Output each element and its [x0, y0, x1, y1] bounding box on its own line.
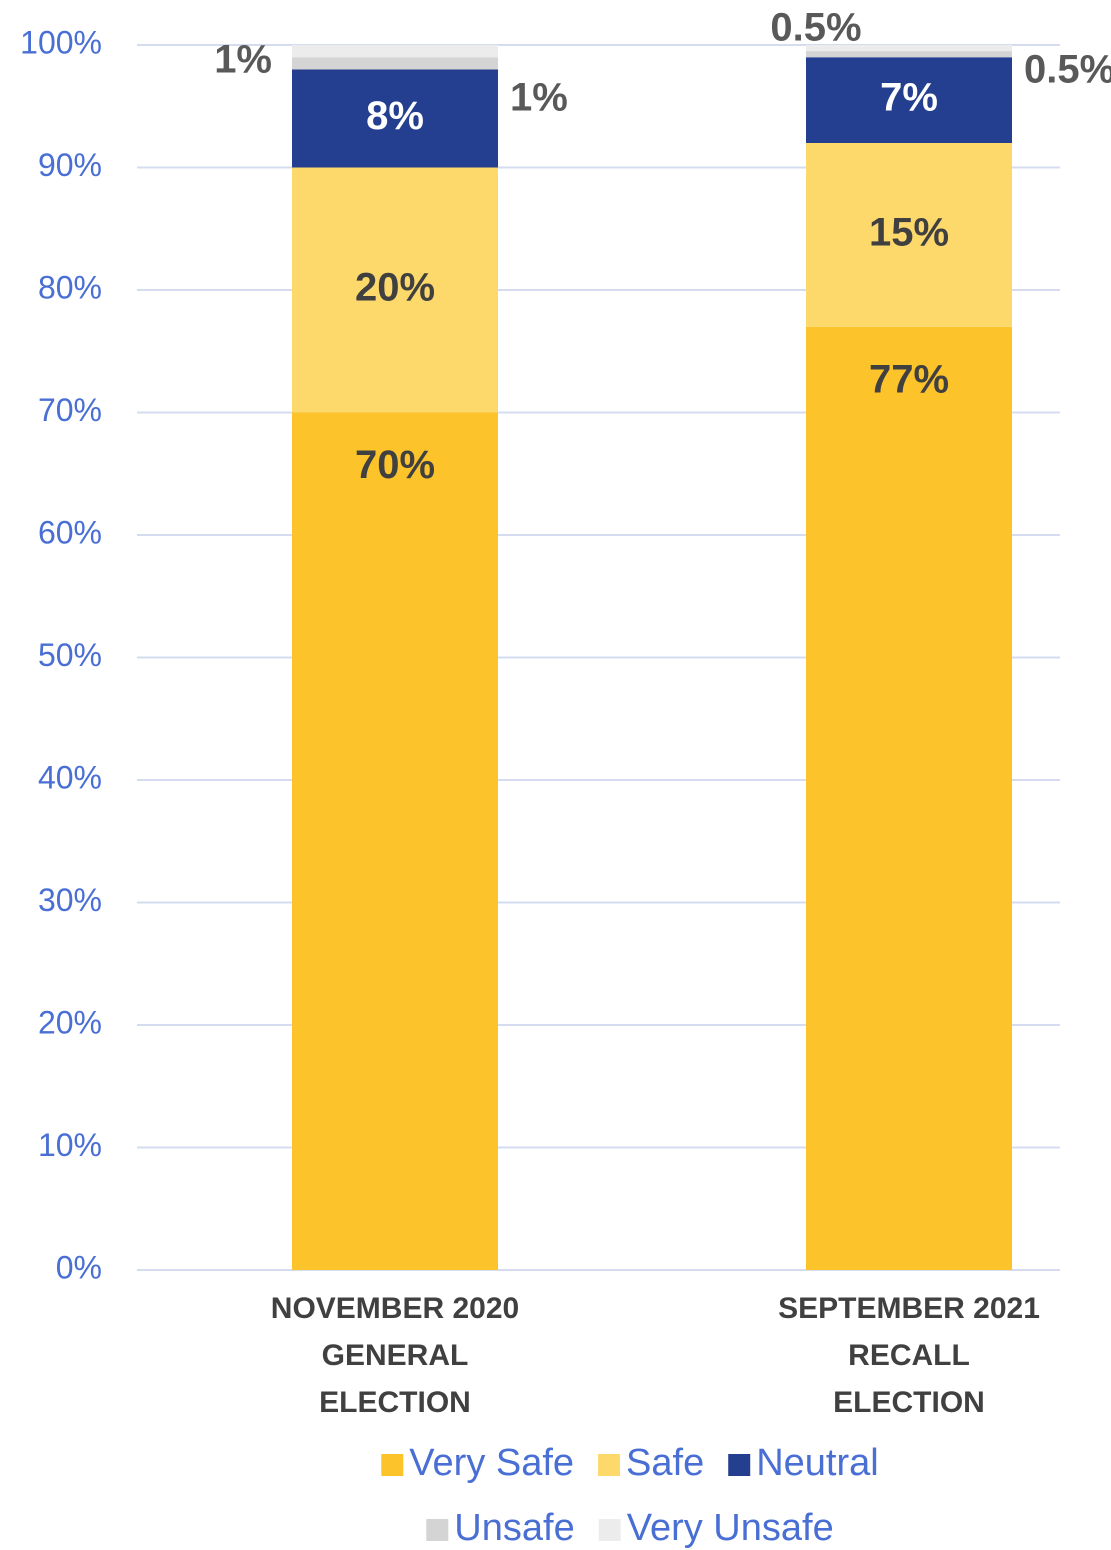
bar-segment [292, 57, 498, 69]
y-tick-label: 10% [38, 1127, 102, 1163]
x-tick-label: ELECTION [319, 1386, 471, 1419]
y-tick-label: 20% [38, 1004, 102, 1040]
y-tick-label: 100% [20, 24, 102, 60]
chart: 0% 10% 20% 30% 40% 50% 60% 70% 80% 90% 100% NOVEMBE… [0, 0, 1111, 1550]
y-tick-label: 0% [56, 1249, 102, 1285]
data-label: 0.5% [770, 6, 861, 50]
legend-swatch [381, 1454, 403, 1476]
y-tick-label: 60% [38, 514, 102, 550]
bar-segment [806, 327, 1012, 1270]
data-label: 77% [869, 357, 949, 401]
data-label: 20% [355, 266, 435, 310]
x-tick-label: ELECTION [833, 1386, 985, 1419]
data-label: 1% [510, 76, 568, 120]
legend-label: Neutral [756, 1442, 879, 1484]
data-label: 1% [214, 38, 272, 82]
x-tick-label: GENERAL [322, 1339, 469, 1372]
bar-segment [292, 413, 498, 1271]
y-tick-label: 30% [38, 882, 102, 918]
y-tick-label: 40% [38, 759, 102, 795]
y-tick-label: 70% [38, 392, 102, 428]
bar-segment [292, 45, 498, 57]
legend-swatch [728, 1454, 750, 1476]
legend-label: Unsafe [454, 1507, 574, 1549]
legend-swatch [599, 1519, 621, 1541]
data-label: 7% [880, 76, 938, 120]
legend-swatch [426, 1519, 448, 1541]
data-label: 8% [366, 94, 424, 138]
data-label: 0.5% [1024, 48, 1111, 92]
x-tick-label: NOVEMBER 2020 [271, 1292, 519, 1325]
data-label: 70% [355, 443, 435, 487]
y-tick-label: 50% [38, 637, 102, 673]
x-tick-label: SEPTEMBER 2021 [778, 1292, 1040, 1325]
legend-swatch [598, 1454, 620, 1476]
y-tick-label: 90% [38, 147, 102, 183]
y-tick-label: 80% [38, 269, 102, 305]
legend-label: Very Safe [409, 1442, 574, 1484]
data-label: 15% [869, 210, 949, 254]
bar-segment [806, 51, 1012, 57]
x-tick-label: RECALL [848, 1339, 970, 1372]
legend-label: Very Unsafe [627, 1507, 834, 1549]
legend-label: Safe [626, 1442, 704, 1484]
